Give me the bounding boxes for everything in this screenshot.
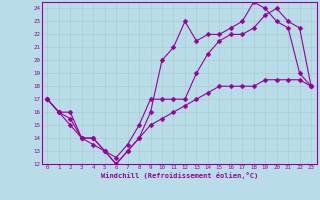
X-axis label: Windchill (Refroidissement éolien,°C): Windchill (Refroidissement éolien,°C)	[100, 172, 258, 179]
